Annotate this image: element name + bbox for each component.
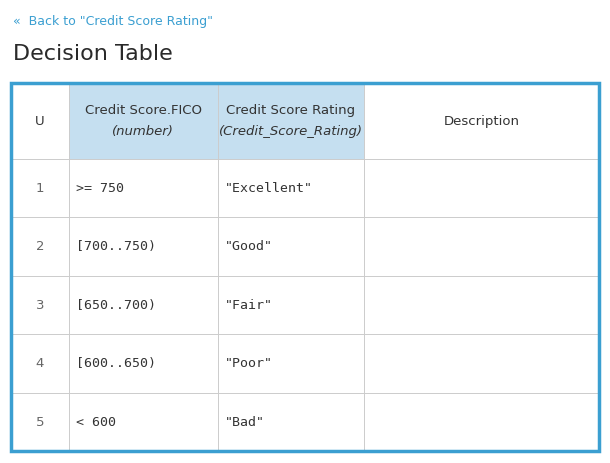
Bar bbox=[218, 276, 364, 334]
Text: [600..650): [600..650) bbox=[76, 357, 156, 370]
Text: U: U bbox=[35, 114, 45, 128]
Text: < 600: < 600 bbox=[76, 416, 116, 429]
Bar bbox=[364, 393, 599, 451]
Text: [700..750): [700..750) bbox=[76, 240, 156, 253]
Text: (number): (number) bbox=[112, 125, 174, 138]
Bar bbox=[68, 83, 218, 159]
Bar bbox=[11, 83, 599, 451]
Text: 4: 4 bbox=[35, 357, 44, 370]
Bar bbox=[364, 276, 599, 334]
Text: "Poor": "Poor" bbox=[225, 357, 273, 370]
Text: Credit Score Rating: Credit Score Rating bbox=[226, 104, 356, 118]
Text: Credit Score.FICO: Credit Score.FICO bbox=[85, 104, 202, 118]
Bar bbox=[11, 217, 68, 276]
Bar bbox=[11, 334, 68, 393]
Text: (Credit_Score_Rating): (Credit_Score_Rating) bbox=[219, 125, 363, 138]
Bar bbox=[218, 159, 364, 217]
Text: "Fair": "Fair" bbox=[225, 299, 273, 312]
Bar bbox=[364, 217, 599, 276]
Bar bbox=[11, 83, 68, 159]
Bar bbox=[364, 334, 599, 393]
Bar bbox=[218, 83, 364, 159]
Bar bbox=[68, 217, 218, 276]
Text: 3: 3 bbox=[35, 299, 44, 312]
Bar bbox=[11, 159, 68, 217]
Text: [650..700): [650..700) bbox=[76, 299, 156, 312]
Text: 2: 2 bbox=[35, 240, 44, 253]
Bar bbox=[68, 159, 218, 217]
Text: Decision Table: Decision Table bbox=[13, 44, 173, 64]
Bar bbox=[218, 334, 364, 393]
Bar bbox=[68, 276, 218, 334]
Text: 1: 1 bbox=[35, 181, 44, 194]
Bar bbox=[11, 393, 68, 451]
Text: "Bad": "Bad" bbox=[225, 416, 265, 429]
Bar bbox=[11, 276, 68, 334]
Bar bbox=[68, 334, 218, 393]
Bar bbox=[218, 217, 364, 276]
Text: "Good": "Good" bbox=[225, 240, 273, 253]
Text: >= 750: >= 750 bbox=[76, 181, 124, 194]
Text: Description: Description bbox=[443, 114, 519, 128]
Bar bbox=[218, 393, 364, 451]
Bar bbox=[364, 83, 599, 159]
Text: "Excellent": "Excellent" bbox=[225, 181, 314, 194]
Bar bbox=[68, 393, 218, 451]
Text: «  Back to "Credit Score Rating": « Back to "Credit Score Rating" bbox=[13, 15, 213, 28]
Text: 5: 5 bbox=[35, 416, 44, 429]
Bar bbox=[364, 159, 599, 217]
